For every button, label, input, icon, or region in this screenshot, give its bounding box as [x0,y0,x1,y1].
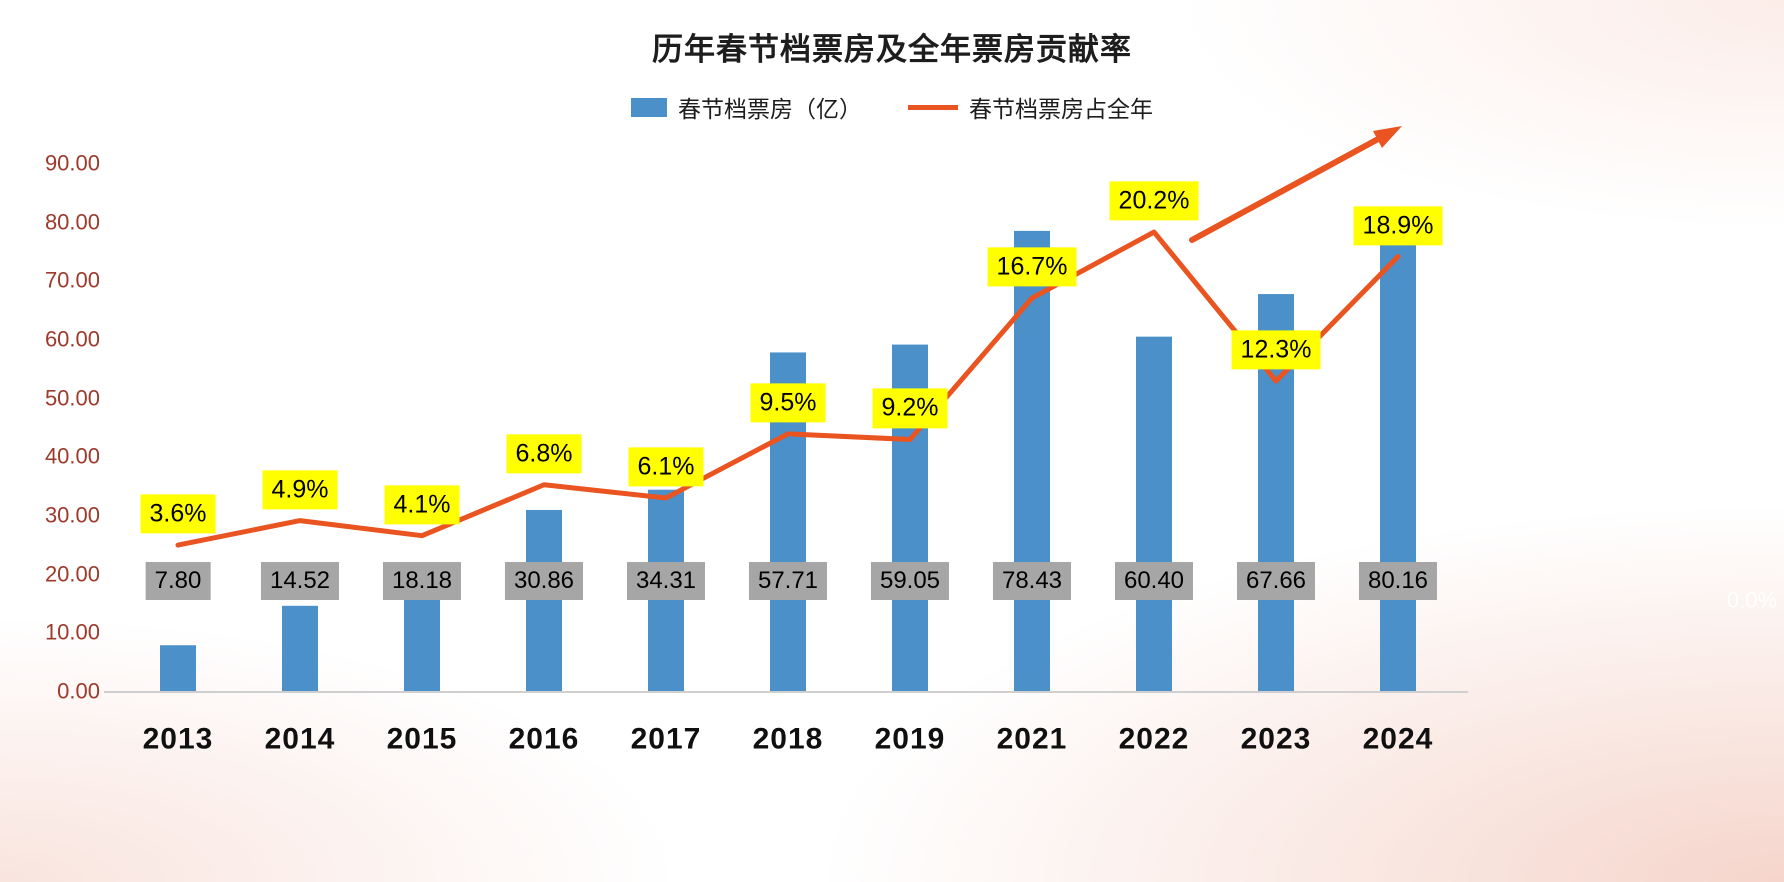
x-axis-label-2021: 2021 [996,722,1068,756]
pct-value-label-2022: 20.2% [1109,181,1199,221]
y-axis-tick-0.00: 0.00 [57,678,100,704]
right-axis-faint-label: 0.0% [1726,587,1778,613]
x-axis-label-2014: 2014 [264,722,336,756]
y-axis-tick-20.00: 20.00 [44,560,100,586]
bar-value-label-2022: 60.40 [1114,562,1194,600]
bar-value-label-2016: 30.86 [504,562,584,600]
bar-2015[interactable] [404,584,440,691]
bar-2022[interactable] [1136,336,1172,691]
pct-value-label-2018: 9.5% [750,383,826,423]
pct-value-label-2023: 12.3% [1231,330,1321,370]
bar-value-label-2024: 80.16 [1358,562,1438,600]
legend-item-bar-series[interactable]: 春节档票房（亿） [631,90,862,124]
line-series-swatch-icon [908,104,958,110]
trend-up-arrow-shaft [1189,135,1383,243]
x-axis-label-2013: 2013 [142,722,214,756]
legend: 春节档票房（亿） 春节档票房占全年 [0,90,1784,124]
bar-2014[interactable] [282,605,318,691]
legend-label-line-series: 春节档票房占全年 [969,96,1153,122]
y-axis-tick-10.00: 10.00 [44,619,100,645]
bar-value-label-2021: 78.43 [992,562,1072,600]
pct-value-label-2019: 9.2% [872,388,948,429]
bar-value-label-2023: 67.66 [1236,562,1316,600]
pct-line[interactable] [175,229,1401,548]
pct-value-label-2017: 6.1% [628,447,704,487]
pct-value-label-2013: 3.6% [140,494,216,534]
x-axis-label-2017: 2017 [630,722,702,756]
x-axis-label-2015: 2015 [386,722,458,756]
y-axis-tick-70.00: 70.00 [44,267,100,293]
bar-value-label-2017: 34.31 [626,562,706,600]
pct-value-label-2015: 4.1% [384,485,460,525]
pct-value-label-2014: 4.9% [262,469,338,510]
x-axis-label-2024: 2024 [1362,722,1434,756]
legend-item-line-series[interactable]: 春节档票房占全年 [908,90,1153,124]
trend-up-arrow-head-icon [1373,126,1402,148]
y-axis-tick-40.00: 40.00 [44,443,100,469]
bar-series-swatch-icon [631,97,667,117]
bar-2013[interactable] [160,645,196,691]
x-axis-label-2022: 2022 [1118,722,1190,756]
y-axis-tick-30.00: 30.00 [44,502,100,528]
bar-value-label-2019: 59.05 [870,562,950,600]
y-axis-tick-80.00: 80.00 [44,208,100,234]
pct-value-label-2021: 16.7% [987,247,1077,287]
y-axis-tick-60.00: 60.00 [44,326,100,352]
chart-title: 历年春节档票房及全年票房贡献率 [652,32,1132,67]
x-axis-label-2016: 2016 [508,722,580,756]
pct-value-label-2016: 6.8% [506,434,582,474]
bar-2021[interactable] [1014,230,1050,692]
y-axis-tick-90.00: 90.00 [44,150,100,176]
bar-value-label-2015: 18.18 [382,562,462,600]
bar-value-label-2014: 14.52 [260,562,340,600]
bar-2024[interactable] [1380,220,1416,691]
bar-value-label-2018: 57.71 [748,562,828,600]
x-axis-label-2023: 2023 [1240,722,1312,756]
bar-value-label-2013: 7.80 [145,562,211,600]
pct-value-label-2024: 18.9% [1353,205,1443,246]
x-axis-label-2019: 2019 [874,722,946,756]
bar-2016[interactable] [526,509,562,691]
x-axis-label-2018: 2018 [752,722,824,756]
legend-label-bar-series: 春节档票房（亿） [678,96,862,122]
y-axis-tick-50.00: 50.00 [44,384,100,410]
